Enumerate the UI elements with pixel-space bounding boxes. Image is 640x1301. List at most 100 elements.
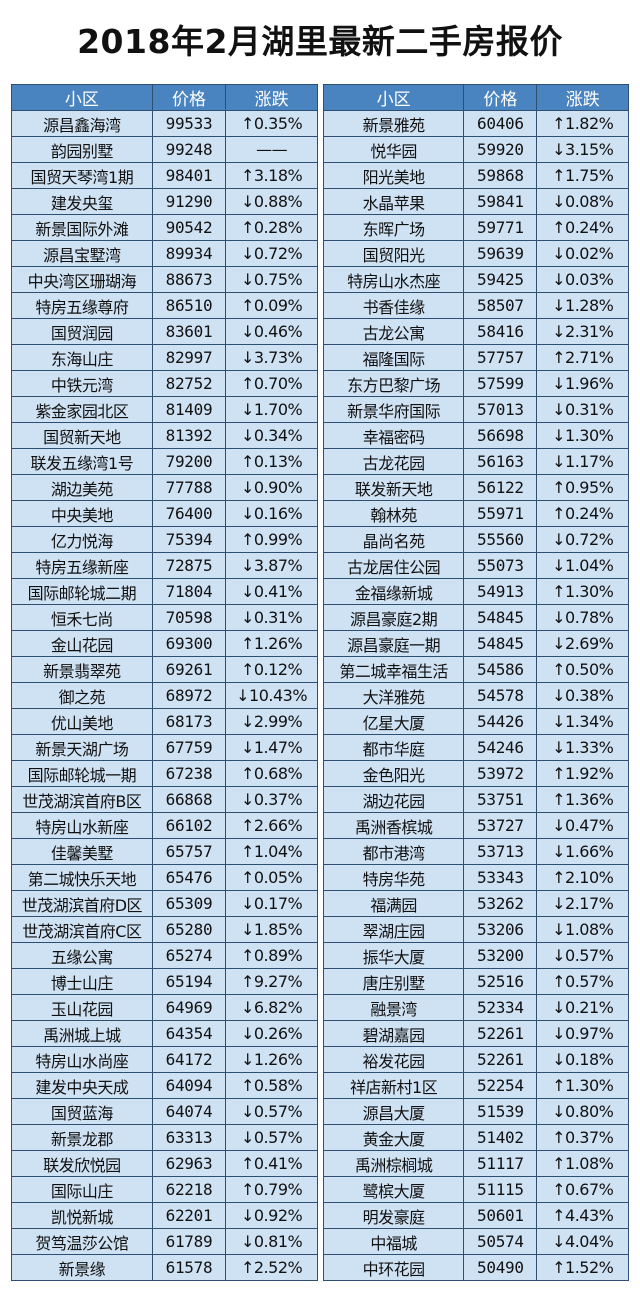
cell-change: ↓1.47% <box>225 734 318 761</box>
cell-name: 禹洲香槟城 <box>322 812 465 839</box>
cell-price: 65274 <box>151 942 227 969</box>
table-row: 源昌宝墅湾 89934 ↓0.72% <box>11 240 318 267</box>
cell-name: 特房山水新座 <box>11 812 153 839</box>
table-row: 大洋雅苑 54578 ↓0.38% <box>322 682 629 709</box>
cell-change: ↑1.30% <box>536 1072 629 1099</box>
cell-change: ↓1.28% <box>536 292 629 319</box>
cell-name: 湖边花园 <box>322 786 465 813</box>
cell-change: ↑0.58% <box>225 1072 318 1099</box>
cell-name: 东晖广场 <box>322 214 465 241</box>
cell-change: ↑0.28% <box>225 214 318 241</box>
table-row: 中铁元湾 82752 ↑0.70% <box>11 370 318 397</box>
cell-price: 61578 <box>151 1254 227 1281</box>
cell-name: 古龙居住公园 <box>322 552 465 579</box>
cell-price: 79200 <box>151 448 227 475</box>
table-row: 佳馨美墅 65757 ↑1.04% <box>11 838 318 865</box>
table-row: 贺笃温莎公馆 61789 ↓0.81% <box>11 1228 318 1255</box>
cell-name: 唐庄别墅 <box>322 968 465 995</box>
cell-price: 55971 <box>463 500 538 527</box>
table-row: 中央美地 76400 ↓0.16% <box>11 500 318 527</box>
cell-change: ↓0.81% <box>225 1228 318 1255</box>
cell-change: ↑0.35% <box>225 110 318 137</box>
cell-price: 53972 <box>463 760 538 787</box>
cell-price: 70598 <box>151 604 227 631</box>
cell-price: 88673 <box>151 266 227 293</box>
cell-price: 50490 <box>463 1254 538 1281</box>
header-price: 价格 <box>463 84 538 111</box>
table-header-row: 小区 价格 涨跌 <box>322 84 629 111</box>
cell-price: 76400 <box>151 500 227 527</box>
table-row: 五缘公寓 65274 ↑0.89% <box>11 942 318 969</box>
cell-change: ↓1.26% <box>225 1046 318 1073</box>
cell-change: ↓0.92% <box>225 1202 318 1229</box>
cell-price: 56163 <box>463 448 538 475</box>
table-header-row: 小区 价格 涨跌 <box>11 84 318 111</box>
cell-name: 新景天湖广场 <box>11 734 153 761</box>
table-row: 湖边花园 53751 ↑1.36% <box>322 786 629 813</box>
table-body-right: 新景雅苑 60406 ↑1.82% 悦华园 59920 ↓3.15% 阳光美地 59868 ↑1… <box>322 110 629 1281</box>
cell-change: ↑0.67% <box>536 1176 629 1203</box>
cell-name: 五缘公寓 <box>11 942 153 969</box>
cell-name: 亿星大厦 <box>322 708 465 735</box>
cell-change: ↑1.52% <box>536 1254 629 1281</box>
cell-price: 54586 <box>463 656 538 683</box>
table-row: 世茂湖滨首府C区 65280 ↓1.85% <box>11 916 318 943</box>
cell-name: 阳光美地 <box>322 162 465 189</box>
cell-name: 中环花园 <box>322 1254 465 1281</box>
cell-price: 52261 <box>463 1020 538 1047</box>
table-row: 黄金大厦 51402 ↑0.37% <box>322 1124 629 1151</box>
cell-name: 福隆国际 <box>322 344 465 371</box>
cell-price: 81392 <box>151 422 227 449</box>
cell-name: 明发豪庭 <box>322 1202 465 1229</box>
table-row: 中环花园 50490 ↑1.52% <box>322 1254 629 1281</box>
cell-price: 59841 <box>463 188 538 215</box>
cell-change: ↑0.12% <box>225 656 318 683</box>
table-row: 金色阳光 53972 ↑1.92% <box>322 760 629 787</box>
cell-name: 联发新天地 <box>322 474 465 501</box>
table-row: 国际山庄 62218 ↑0.79% <box>11 1176 318 1203</box>
cell-price: 59868 <box>463 162 538 189</box>
cell-name: 建发中央天成 <box>11 1072 153 1099</box>
cell-change: ↑0.99% <box>225 526 318 553</box>
table-body-left: 源昌鑫海湾 99533 ↑0.35% 韵园别墅 99248 —— 国贸天琴湾1期 98401 ↑… <box>11 110 318 1281</box>
cell-price: 90542 <box>151 214 227 241</box>
cell-name: 恒禾七尚 <box>11 604 153 631</box>
cell-change: ↓0.02% <box>536 240 629 267</box>
cell-name: 第二城快乐天地 <box>11 864 153 891</box>
cell-price: 56698 <box>463 422 538 449</box>
cell-price: 52261 <box>463 1046 538 1073</box>
table-row: 悦华园 59920 ↓3.15% <box>322 136 629 163</box>
cell-change: ↑0.95% <box>536 474 629 501</box>
cell-name: 源昌宝墅湾 <box>11 240 153 267</box>
table-row: 古龙居住公园 55073 ↓1.04% <box>322 552 629 579</box>
cell-change: ↓0.97% <box>536 1020 629 1047</box>
table-row: 禹洲香槟城 53727 ↓0.47% <box>322 812 629 839</box>
cell-price: 72875 <box>151 552 227 579</box>
cell-change: ↑0.09% <box>225 292 318 319</box>
table-row: 阳光美地 59868 ↑1.75% <box>322 162 629 189</box>
header-change: 涨跌 <box>536 84 629 111</box>
cell-change: ↓2.99% <box>225 708 318 735</box>
cell-price: 82752 <box>151 370 227 397</box>
cell-change: —— <box>225 136 318 163</box>
table-row: 建发中央天成 64094 ↑0.58% <box>11 1072 318 1099</box>
cell-change: ↑0.24% <box>536 214 629 241</box>
cell-price: 53200 <box>463 942 538 969</box>
cell-name: 特房华苑 <box>322 864 465 891</box>
cell-change: ↓0.78% <box>536 604 629 631</box>
cell-change: ↑9.27% <box>225 968 318 995</box>
cell-price: 89934 <box>151 240 227 267</box>
table-row: 国际邮轮城二期 71804 ↓0.41% <box>11 578 318 605</box>
cell-change: ↓0.57% <box>225 1098 318 1125</box>
cell-price: 65309 <box>151 890 227 917</box>
cell-change: ↑2.71% <box>536 344 629 371</box>
cell-price: 62201 <box>151 1202 227 1229</box>
cell-name: 新景翡翠苑 <box>11 656 153 683</box>
cell-name: 世茂湖滨首府C区 <box>11 916 153 943</box>
table-row: 国贸天琴湾1期 98401 ↑3.18% <box>11 162 318 189</box>
cell-change: ↓3.73% <box>225 344 318 371</box>
table-row: 建发央玺 91290 ↓0.88% <box>11 188 318 215</box>
cell-price: 59920 <box>463 136 538 163</box>
cell-price: 54426 <box>463 708 538 735</box>
header-change: 涨跌 <box>225 84 318 111</box>
